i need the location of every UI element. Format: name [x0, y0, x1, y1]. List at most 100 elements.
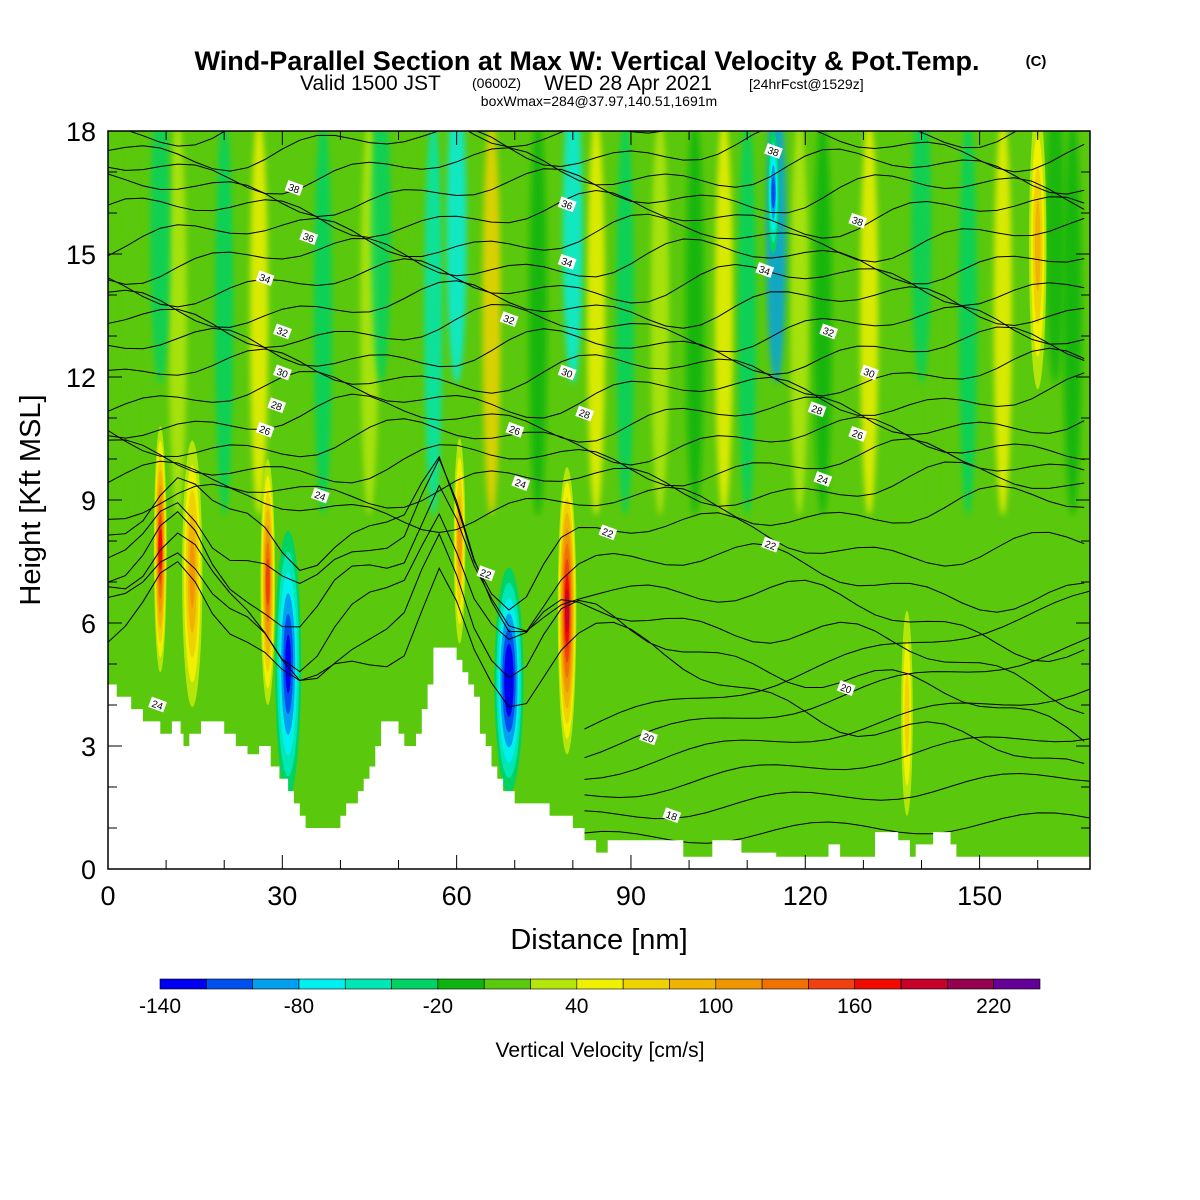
axis-ticks — [107, 130, 1090, 870]
theta-contour-line — [108, 457, 1085, 633]
x-tick-label: 30 — [267, 881, 297, 911]
colorbar-swatch — [298, 978, 346, 990]
velocity-cell — [565, 589, 570, 633]
colorbar-swatch — [808, 978, 856, 990]
colorbar-swatch — [159, 978, 207, 990]
chart-title: Wind-Parallel Section at Max W: Vertical… — [195, 46, 980, 76]
y-tick-label: 12 — [66, 363, 96, 393]
x-axis-title: Distance [nm] — [510, 924, 687, 956]
velocity-streak — [250, 131, 269, 516]
velocity-field — [122, 131, 1082, 816]
contour-label: 32 — [819, 323, 839, 340]
colorbar-swatch — [900, 978, 948, 990]
velocity-streak — [371, 131, 392, 384]
colorbar-label: 40 — [565, 995, 588, 1018]
colorbar-swatch — [622, 978, 670, 990]
theta-contour-line — [108, 131, 1085, 173]
theta-contour-line — [108, 560, 1085, 764]
colorbar-label: -20 — [423, 995, 453, 1018]
theta-contour-line — [584, 688, 1090, 780]
velocity-streak — [651, 131, 670, 516]
velocity-streak — [482, 131, 501, 516]
velocity-streak — [150, 131, 171, 384]
contour-label-text: 32 — [821, 326, 836, 340]
theta-contour-line — [108, 460, 1085, 509]
colorbar-swatch — [391, 978, 439, 990]
theta-contour-line — [584, 736, 1090, 799]
velocity-streak — [528, 131, 547, 516]
theta-contour-line — [584, 637, 1090, 759]
contour-label: 32 — [273, 323, 292, 340]
colorbar-label: -140 — [139, 995, 181, 1018]
velocity-streak — [738, 131, 757, 516]
colorbar-swatch — [576, 978, 624, 990]
colorbar-swatch — [669, 978, 717, 990]
contour-label-text: 28 — [269, 400, 284, 414]
colorbar-swatch — [437, 978, 485, 990]
contour-label-text: 26 — [257, 424, 272, 438]
velocity-streak — [215, 131, 234, 516]
contour-label-text: 24 — [313, 490, 328, 504]
colorbar-swatch — [483, 978, 531, 990]
theta-contour-line — [584, 590, 1090, 730]
velocity-cell — [1034, 200, 1041, 292]
contour-label: 38 — [764, 143, 783, 160]
colorbar-swatch — [715, 978, 763, 990]
theta-contour-line — [108, 484, 1085, 663]
contour-label: 20 — [836, 680, 856, 697]
plot-area: 38 36 34 32 30 28 26 24 24 38 36 34 32 30 28 26 24 22 22 38… — [108, 131, 1090, 869]
x-tick-label: 90 — [616, 881, 646, 911]
contour-label: 36 — [557, 196, 577, 213]
colorbar-swatch — [854, 978, 902, 990]
velocity-streak — [424, 131, 443, 516]
contour-label: 20 — [639, 729, 658, 746]
contour-label-text: 18 — [664, 810, 679, 824]
contour-label: 18 — [662, 807, 682, 824]
contour-label-text: 22 — [478, 568, 493, 582]
y-tick-label: 6 — [81, 609, 96, 639]
y-tick-label: 9 — [81, 486, 96, 516]
contour-label-text: 20 — [839, 682, 854, 696]
contour-label-text: 24 — [815, 473, 830, 487]
x-tick-labels: 0 30 60 90 120 150 — [100, 881, 1002, 911]
contour-label: 22 — [598, 524, 618, 541]
contour-label: 28 — [575, 405, 595, 422]
velocity-streak — [587, 131, 606, 516]
contour-label: 30 — [557, 364, 577, 381]
copyright-mark: (C) — [1026, 53, 1047, 70]
velocity-streak — [790, 131, 809, 516]
velocity-streak — [993, 131, 1012, 516]
colorbar-label: -80 — [284, 995, 314, 1018]
y-tick-label: 0 — [81, 855, 96, 885]
contour-label-text: 22 — [763, 539, 778, 553]
contour-label: 22 — [476, 565, 496, 582]
contour-label-text: 26 — [850, 428, 865, 442]
velocity-streak — [714, 131, 733, 516]
colorbar-swatch — [761, 978, 809, 990]
y-axis-title: Height [Kft MSL] — [15, 394, 47, 605]
contour-label: 22 — [761, 536, 780, 553]
colorbar-swatch — [344, 978, 392, 990]
theta-contour-line — [108, 455, 1085, 611]
contour-label: 34 — [557, 253, 577, 270]
x-tick-label: 120 — [783, 881, 828, 911]
colorbar-swatch — [530, 978, 578, 990]
theta-contour-line — [108, 347, 1085, 397]
theta-contour-line — [108, 438, 1085, 487]
theta-contour-line — [108, 370, 1085, 419]
contour-label: 36 — [299, 229, 319, 246]
contour-labels: 38 36 34 32 30 28 26 24 24 38 36 34 32 30 28 26 24 22 22 38… — [148, 143, 879, 824]
theta-contour-line — [108, 189, 1085, 239]
contour-label-text: 20 — [641, 732, 656, 746]
contour-label-text: 32 — [275, 326, 290, 340]
colorbar-swatch — [993, 978, 1041, 990]
contour-label: 24 — [511, 475, 531, 492]
contour-label-text: 38 — [850, 215, 865, 229]
velocity-cell — [158, 528, 163, 570]
contour-label-text: 24 — [150, 699, 165, 713]
theta-contour-line — [108, 303, 1085, 353]
colorbar-label: 100 — [698, 995, 733, 1018]
colorbar-swatch — [206, 978, 253, 990]
velocity-streak — [313, 131, 332, 516]
colorbar-title: Vertical Velocity [cm/s] — [496, 1039, 705, 1062]
